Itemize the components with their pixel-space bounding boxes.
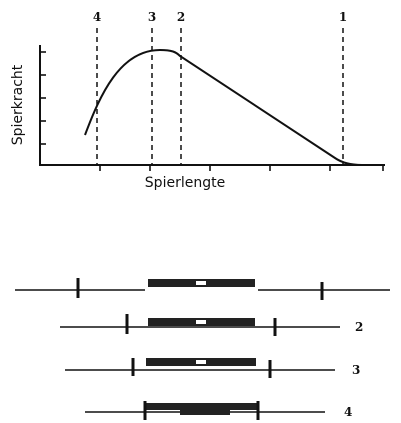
sarcomere-label: 3 [352, 363, 360, 377]
marker-label: 2 [177, 10, 185, 24]
sarcomere [85, 401, 325, 420]
y-label: Spierkracht [10, 64, 26, 145]
axes [39, 45, 385, 166]
force-curve [84, 48, 363, 166]
marker-label: 3 [148, 10, 156, 24]
sarcomere [60, 314, 340, 336]
sarcomere-label: 4 [344, 405, 352, 419]
x-ticks [99, 165, 384, 171]
sarcomere-label: 2 [355, 320, 363, 334]
marker-label: 4 [93, 10, 101, 24]
x-label: Spierlengte [145, 175, 225, 191]
sarcomere [65, 358, 335, 378]
y-ticks [40, 51, 46, 145]
marker-label: 1 [339, 10, 347, 24]
sarcomere [15, 278, 390, 300]
